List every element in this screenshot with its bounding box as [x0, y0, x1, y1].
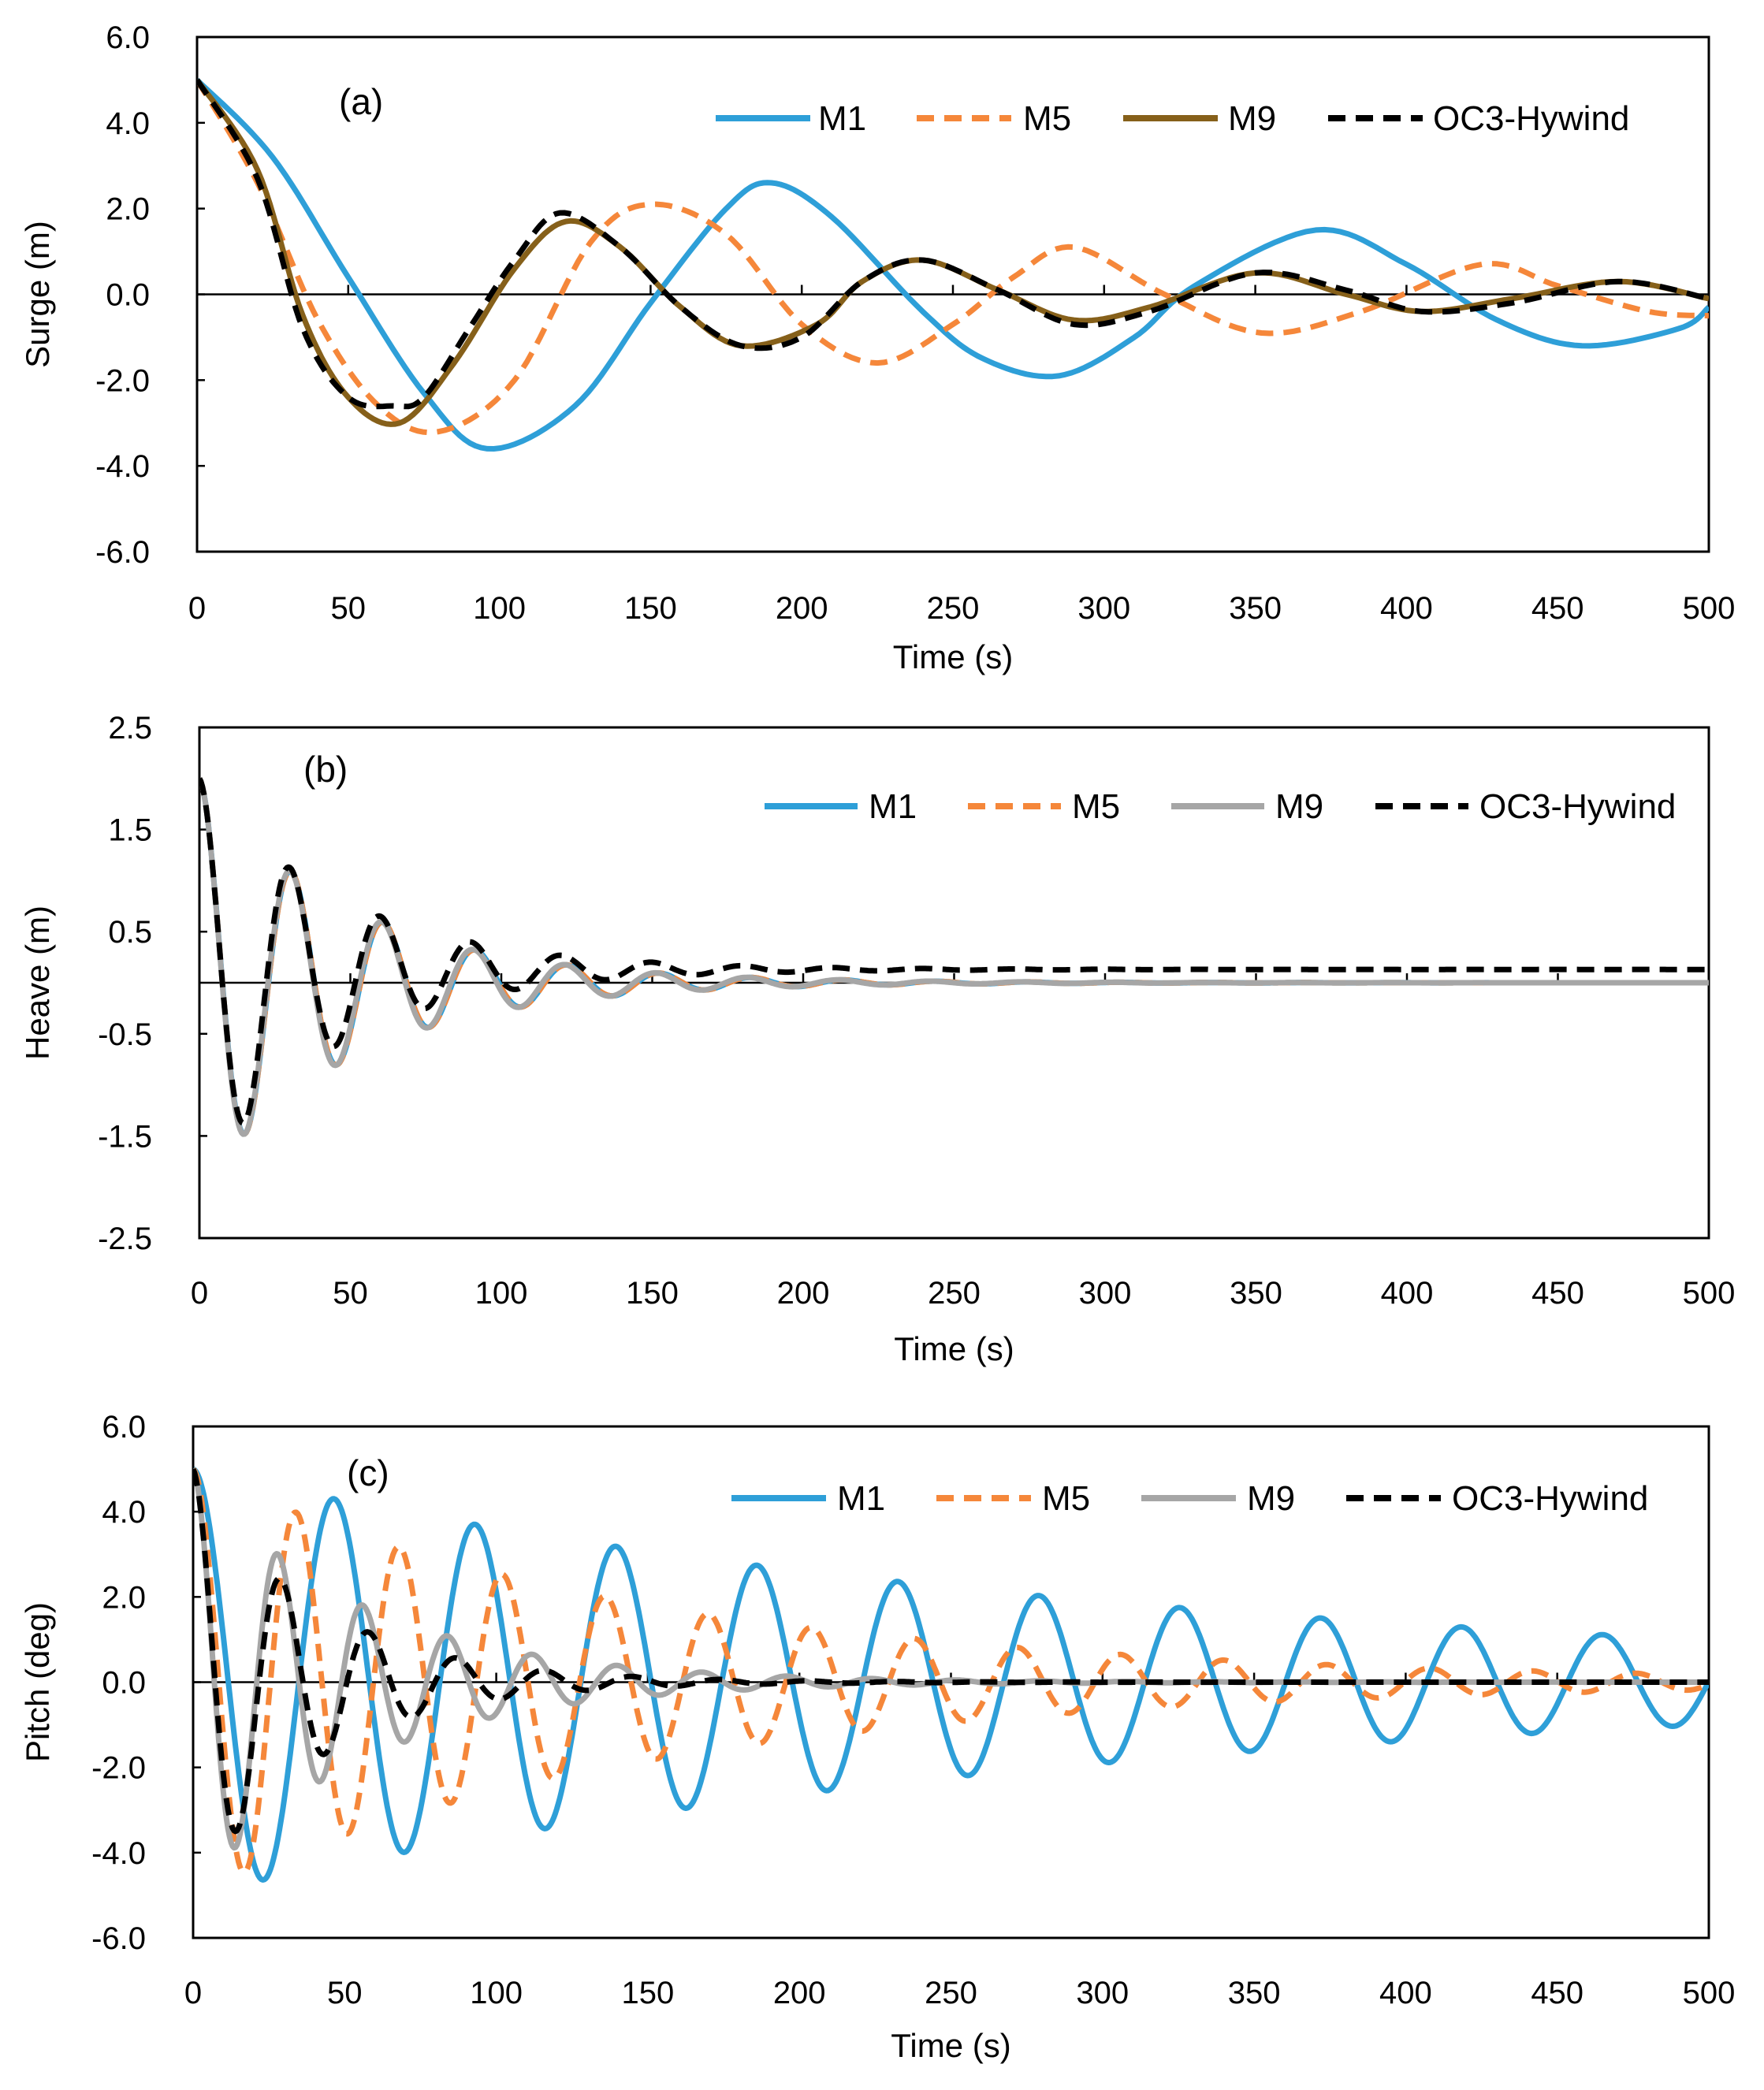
y-tick-label: 0.5 — [108, 915, 152, 950]
x-tick-label: 50 — [333, 1276, 368, 1311]
series-group — [199, 777, 1709, 1137]
series-line-oc3-hywind — [199, 777, 1709, 1126]
y-tick-label: 1.5 — [108, 813, 152, 848]
series-line-m1 — [199, 777, 1709, 1137]
legend-label-m9: M9 — [1228, 99, 1276, 138]
x-tick-label: 300 — [1076, 1976, 1129, 2010]
x-tick-label: 300 — [1079, 1276, 1132, 1311]
x-tick-label: 200 — [777, 1276, 830, 1311]
x-tick-label: 50 — [327, 1976, 363, 2010]
x-tick-label: 350 — [1229, 591, 1282, 626]
chart-panel-c: -6.0 -4.0 -2.0 0.0 2.0 4.0 6.0 0 50 100 150 200 250 3… — [19, 1410, 1735, 2064]
x-tick-label: 200 — [776, 591, 828, 626]
x-tick-label: 450 — [1531, 1276, 1584, 1311]
x-tick-label: 150 — [622, 1976, 675, 2010]
x-tick-label: 200 — [773, 1976, 826, 2010]
y-tick-label: -6.0 — [91, 1921, 146, 1956]
y-tick-label: -2.5 — [98, 1222, 152, 1256]
x-tick-label: 350 — [1230, 1276, 1282, 1311]
legend-label-oc3-hywind: OC3-Hywind — [1433, 99, 1629, 138]
panel-label: (b) — [303, 749, 348, 790]
x-tick-label: 300 — [1077, 591, 1130, 626]
y-tick-label: 2.0 — [102, 1580, 146, 1615]
x-axis-label: Time (s) — [891, 2027, 1010, 2064]
y-axis-label: Surge (m) — [19, 221, 56, 368]
x-tick-label: 150 — [626, 1276, 679, 1311]
legend-label-m5: M5 — [1023, 99, 1071, 138]
x-tick-label: 450 — [1531, 591, 1584, 626]
x-tick-label: 100 — [475, 1276, 528, 1311]
legend-label-oc3-hywind: OC3-Hywind — [1452, 1479, 1648, 1518]
series-line-m9 — [193, 1467, 1709, 1851]
x-tick-label: 0 — [188, 591, 206, 626]
x-tick-label: 100 — [473, 591, 526, 626]
x-tick-label: 250 — [927, 591, 980, 626]
legend: M1 M5 M9 OC3-Hywind — [731, 1479, 1648, 1518]
legend-label-m1: M1 — [818, 99, 866, 138]
series-line-oc3-hywind — [193, 1467, 1709, 1835]
x-tick-label: 400 — [1381, 1276, 1434, 1311]
y-tick-label: 6.0 — [106, 20, 150, 55]
series-line-m9 — [199, 777, 1709, 1137]
y-tick-label: 2.5 — [108, 711, 152, 746]
y-tick-label: 0.0 — [106, 278, 150, 313]
x-tick-label: 500 — [1683, 1976, 1736, 2010]
legend-label-m5: M5 — [1072, 787, 1120, 826]
x-tick-label: 0 — [191, 1276, 208, 1311]
series-line-m5 — [199, 777, 1709, 1137]
x-tick-label: 250 — [928, 1276, 981, 1311]
y-tick-label: 4.0 — [102, 1495, 146, 1530]
legend-label-m5: M5 — [1042, 1479, 1090, 1518]
y-tick-label: -4.0 — [95, 449, 150, 484]
panel-label: (c) — [347, 1452, 389, 1493]
series-line-m1 — [197, 77, 1709, 452]
legend-label-m1: M1 — [869, 787, 917, 826]
legend-label-m1: M1 — [837, 1479, 885, 1518]
y-tick-label: -6.0 — [95, 535, 150, 570]
y-axis-label: Pitch (deg) — [19, 1602, 56, 1762]
panel-label: (a) — [339, 81, 383, 122]
x-tick-label: 400 — [1379, 1976, 1432, 2010]
x-axis-label: Time (s) — [894, 1330, 1014, 1367]
series-line-oc3-hywind — [197, 78, 1709, 410]
series-group — [193, 1467, 1709, 1883]
y-tick-label: 0.0 — [102, 1666, 146, 1701]
chart-panel-b: -2.5 -1.5 -0.5 0.5 1.5 2.5 0 50 100 150 200 250 300 3… — [19, 711, 1735, 1367]
y-tick-label: -0.5 — [98, 1017, 152, 1052]
y-tick-label: 6.0 — [102, 1410, 146, 1445]
legend-label-m9: M9 — [1247, 1479, 1295, 1518]
x-tick-label: 500 — [1683, 1276, 1736, 1311]
series-line-m5 — [193, 1467, 1709, 1876]
x-tick-label: 500 — [1683, 591, 1736, 626]
y-tick-label: 2.0 — [106, 192, 150, 227]
y-tick-label: -4.0 — [91, 1836, 146, 1871]
legend-label-oc3-hywind: OC3-Hywind — [1479, 787, 1676, 826]
x-tick-label: 0 — [184, 1976, 202, 2010]
x-tick-label: 450 — [1531, 1976, 1584, 2010]
x-tick-label: 100 — [470, 1976, 523, 2010]
y-tick-label: -1.5 — [98, 1119, 152, 1154]
legend: M1 M5 M9 OC3-Hywind — [765, 787, 1676, 826]
x-tick-label: 50 — [331, 591, 367, 626]
y-tick-label: 4.0 — [106, 106, 150, 141]
series-line-m1 — [193, 1467, 1709, 1883]
x-axis-label: Time (s) — [893, 638, 1013, 675]
x-tick-label: 250 — [925, 1976, 977, 2010]
x-tick-label: 150 — [624, 591, 677, 626]
series-group — [197, 77, 1709, 452]
legend: M1 M5 M9 OC3-Hywind — [716, 99, 1629, 138]
y-tick-label: -2.0 — [91, 1751, 146, 1786]
y-tick-label: -2.0 — [95, 363, 150, 398]
chart-panel-a: -6.0 -4.0 -2.0 0.0 2.0 4.0 6.0 0 50 100 150 200 250 3… — [19, 20, 1735, 675]
x-tick-label: 400 — [1380, 591, 1433, 626]
y-axis-label: Heave (m) — [19, 906, 56, 1060]
x-tick-label: 350 — [1228, 1976, 1281, 2010]
legend-label-m9: M9 — [1275, 787, 1323, 826]
